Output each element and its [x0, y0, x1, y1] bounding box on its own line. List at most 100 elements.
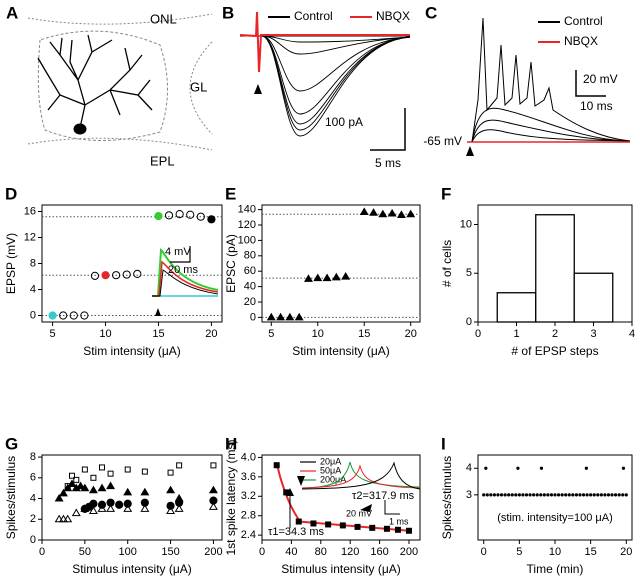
point [406, 209, 416, 218]
glomerulus-outline [37, 30, 168, 142]
panel-label: C [425, 3, 437, 22]
scale-label: 20 mV [346, 508, 372, 518]
point [341, 271, 351, 280]
point [123, 504, 133, 512]
point [589, 493, 593, 497]
point [492, 493, 496, 497]
point [567, 493, 571, 497]
point [516, 466, 520, 470]
scale-label: 10 ms [580, 99, 613, 113]
point [174, 504, 184, 512]
y-tick-label: 0 [30, 534, 36, 546]
y-tick-label: 4 [30, 492, 36, 504]
point [97, 504, 107, 512]
point [482, 493, 486, 497]
y-tick-label: 16 [24, 205, 36, 217]
panel-label: E [225, 184, 236, 203]
x-tick-label: 40 [285, 546, 297, 558]
neuron-drawing [27, 13, 213, 151]
y-tick-label: 4 [30, 283, 36, 295]
layer-boundary [189, 41, 213, 135]
point [617, 493, 621, 497]
y-tick-label: 12 [24, 231, 36, 243]
point [115, 500, 124, 509]
point [539, 493, 543, 497]
point [596, 493, 600, 497]
y-tick-label: 3 [466, 489, 472, 501]
point [266, 312, 276, 321]
point [167, 469, 174, 476]
point [140, 504, 150, 512]
point [295, 518, 302, 525]
x-tick-label: 100 [119, 546, 137, 558]
x-axis-label: # of EPSP steps [511, 344, 598, 358]
point [610, 493, 614, 497]
x-tick-label: 10 [99, 328, 111, 340]
point [133, 269, 142, 278]
point [354, 523, 361, 530]
bar [573, 272, 614, 323]
y-tick-label: 0 [466, 316, 472, 328]
point [80, 311, 89, 320]
x-tick-label: 4 [629, 328, 635, 340]
point [210, 462, 217, 469]
plot-frame [261, 204, 421, 323]
point [154, 211, 163, 221]
point [499, 493, 504, 497]
point [378, 209, 388, 218]
point [331, 272, 341, 281]
annotation: τ1=34.3 ms [268, 526, 325, 538]
point [584, 466, 588, 470]
point [313, 273, 323, 282]
legend-label: 20μA [320, 456, 341, 466]
x-axis-label: Stim intensity (μA) [83, 344, 181, 358]
point [549, 493, 554, 497]
point [592, 493, 596, 497]
point [310, 520, 317, 527]
point [90, 271, 100, 280]
x-tick-label: 10 [312, 328, 324, 340]
point [560, 493, 564, 497]
point [63, 514, 73, 523]
point [48, 311, 57, 320]
layer-label: ONL [150, 11, 177, 26]
point [59, 311, 68, 320]
point [69, 472, 75, 479]
y-axis-label: EPSP (mV) [4, 233, 18, 294]
trace [261, 35, 411, 55]
point [124, 466, 131, 473]
panel-label: D [5, 184, 17, 203]
point [539, 466, 544, 470]
y-tick-label: 8 [30, 451, 36, 463]
y-tick-label: 10 [460, 218, 472, 230]
point [571, 493, 575, 497]
y-tick-label: 2.4 [241, 529, 256, 541]
point [97, 483, 107, 492]
point [276, 312, 286, 321]
point [322, 273, 332, 282]
point [166, 501, 175, 510]
x-axis-label: Stimulus intensity (μA) [281, 562, 401, 576]
point [606, 493, 611, 497]
point [89, 499, 98, 508]
point [88, 485, 98, 494]
legend-label: 50μA [320, 465, 341, 475]
panel-label: B [222, 3, 234, 22]
point [69, 311, 78, 320]
trace [261, 35, 411, 43]
point [76, 481, 86, 490]
y-tick-label: 100 [238, 234, 256, 246]
x-tick-label: 50 [79, 546, 91, 558]
point [581, 493, 586, 497]
point [208, 502, 218, 510]
y-tick-label: 3.2 [241, 490, 256, 502]
point [175, 210, 184, 219]
trace [261, 35, 411, 125]
point [176, 462, 183, 469]
x-tick-label: 160 [370, 546, 388, 558]
point [507, 493, 511, 497]
layer-label: GL [190, 79, 207, 94]
point [81, 466, 88, 473]
legend-label: Control [294, 9, 333, 23]
